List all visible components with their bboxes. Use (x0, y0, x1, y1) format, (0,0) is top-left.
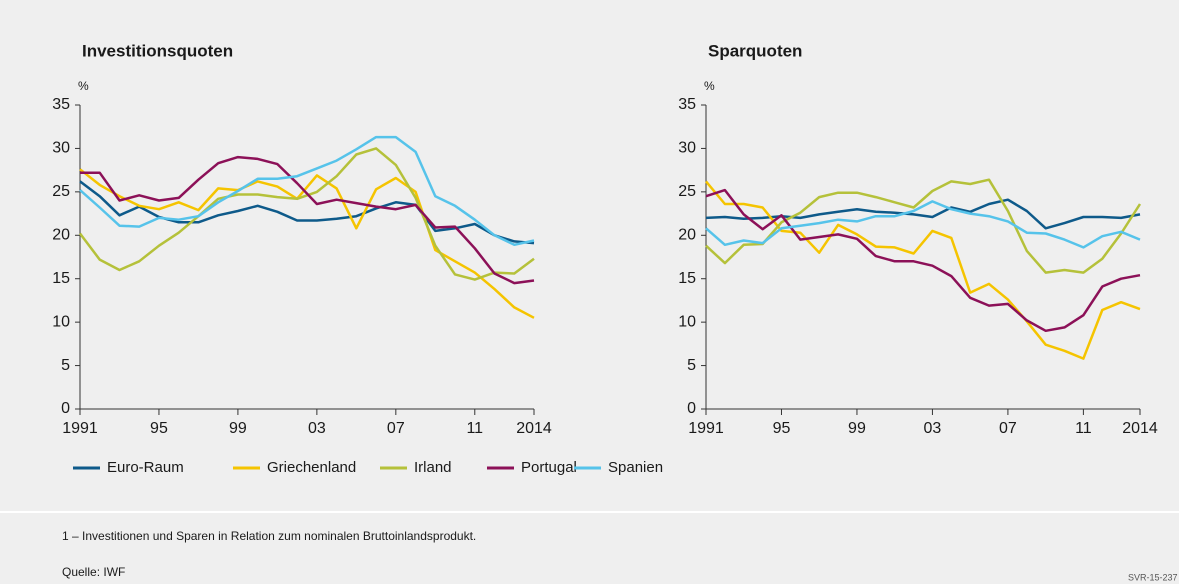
y-tick-label: 25 (678, 183, 696, 200)
y-tick-label: 5 (61, 357, 70, 374)
legend-label: Euro-Raum (107, 459, 184, 476)
x-tick-label: 2014 (1122, 420, 1158, 437)
x-tick-label: 99 (848, 420, 866, 437)
series-line (79, 135, 535, 247)
legend-label: Portugal (521, 459, 577, 476)
x-tick-label: 11 (466, 420, 483, 437)
y-axis-label: % (78, 79, 89, 93)
y-tick-label: 0 (61, 400, 70, 417)
x-tick-label: 95 (773, 420, 791, 437)
x-tick-label: 2014 (516, 420, 552, 437)
y-tick-label: 30 (52, 140, 70, 157)
y-tick-label: 15 (678, 270, 696, 287)
x-tick-label: 1991 (688, 420, 724, 437)
series-line (705, 188, 1141, 333)
figure-code: SVR-15-237 (1128, 572, 1178, 582)
y-tick-label: 35 (52, 96, 70, 113)
y-tick-label: 20 (678, 227, 696, 244)
x-tick-label: 03 (308, 420, 326, 437)
x-tick-label: 07 (999, 420, 1017, 437)
legend-label: Irland (414, 459, 452, 476)
y-tick-label: 10 (678, 313, 696, 330)
series-line (79, 180, 535, 245)
series-line (705, 178, 1142, 274)
series-line (80, 155, 535, 285)
y-axis-label: % (704, 79, 715, 93)
y-tick-label: 5 (687, 357, 696, 374)
legend-label: Spanien (608, 459, 663, 476)
chart-title: Sparquoten (708, 41, 802, 60)
chart-title: Investitionsquoten (82, 41, 233, 60)
series-line (705, 200, 1141, 249)
y-tick-label: 35 (678, 96, 696, 113)
y-tick-label: 30 (678, 140, 696, 157)
y-tick-label: 0 (687, 400, 696, 417)
x-tick-label: 99 (229, 420, 247, 437)
footnote: 1 – Investitionen und Sparen in Relation… (62, 529, 476, 543)
series-line (79, 168, 535, 319)
y-tick-label: 20 (52, 227, 70, 244)
y-tick-label: 10 (52, 313, 70, 330)
y-tick-label: 15 (52, 270, 70, 287)
source: Quelle: IWF (62, 565, 125, 579)
y-tick-label: 25 (52, 183, 70, 200)
x-tick-label: 11 (1075, 420, 1092, 437)
x-tick-label: 03 (924, 420, 942, 437)
x-tick-label: 07 (387, 420, 405, 437)
legend-label: Griechenland (267, 459, 356, 476)
x-tick-label: 95 (150, 420, 168, 437)
x-tick-label: 1991 (62, 420, 98, 437)
